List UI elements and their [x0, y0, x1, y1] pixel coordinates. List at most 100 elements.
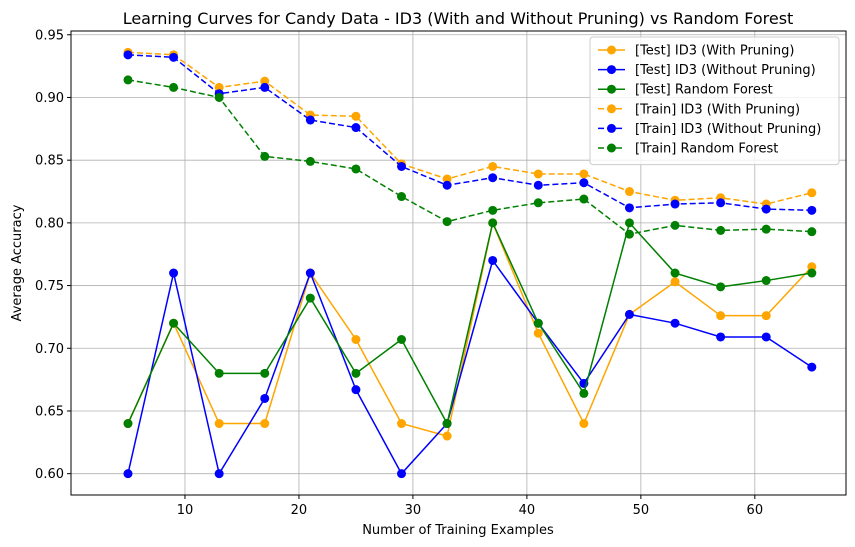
legend-marker: [607, 143, 616, 153]
legend: [Test] ID3 (With Pruning) [Test] ID3 (Wit…: [589, 36, 840, 166]
x-tick-label: 60: [747, 503, 764, 518]
y-axis-label: Average Accuracy: [10, 204, 25, 321]
data-point: [442, 217, 452, 227]
data-point: [624, 309, 634, 319]
data-point: [761, 204, 771, 214]
data-point: [260, 419, 270, 429]
legend-marker: [607, 65, 616, 75]
x-tick-label: 50: [633, 503, 650, 518]
data-point: [579, 388, 589, 398]
data-point: [488, 255, 498, 265]
legend-entry: [Test] ID3 (With Pruning): [598, 44, 794, 59]
data-point: [123, 50, 133, 60]
data-point: [533, 328, 543, 338]
data-point: [624, 218, 634, 228]
data-point: [351, 111, 361, 121]
data-point: [305, 293, 315, 303]
data-point: [716, 198, 726, 208]
series-line: [127, 79, 812, 235]
data-point: [442, 180, 452, 190]
data-point: [716, 225, 726, 235]
data-point: [533, 180, 543, 190]
legend-label: [Test] ID3 (With Pruning): [635, 44, 794, 59]
data-point: [761, 276, 771, 286]
legend-label: [Test] ID3 (Without Pruning): [635, 63, 816, 78]
data-point: [670, 220, 680, 230]
data-point: [442, 174, 452, 184]
data-point: [260, 151, 270, 161]
data-point: [488, 173, 498, 183]
series-3: [123, 218, 817, 429]
series-6: [123, 75, 817, 239]
x-axis-label: Number of Training Examples: [362, 523, 554, 538]
data-point: [807, 205, 817, 215]
data-point: [305, 156, 315, 166]
data-point: [351, 385, 361, 395]
data-point: [716, 311, 726, 321]
data-point: [397, 192, 407, 202]
data-point: [214, 469, 224, 479]
data-point: [670, 318, 680, 328]
data-point: [807, 188, 817, 198]
data-point: [169, 52, 179, 62]
data-point: [807, 227, 817, 237]
legend-box: [589, 36, 840, 166]
plot-frame: [70, 30, 847, 496]
data-point: [624, 203, 634, 213]
data-point: [579, 419, 589, 429]
data-point: [260, 393, 270, 403]
data-point: [761, 332, 771, 342]
data-point: [214, 92, 224, 102]
series-line: [127, 220, 812, 426]
y-tick-label: 0.65: [35, 404, 64, 419]
data-point: [579, 178, 589, 188]
legend-entry: [Train] ID3 (With Pruning): [598, 102, 800, 117]
legend-marker: [607, 104, 616, 114]
data-point: [123, 75, 133, 85]
data-point: [214, 368, 224, 378]
data-point: [397, 334, 407, 344]
legend-marker: [607, 84, 616, 94]
data-point: [670, 268, 680, 278]
y-tick-label: 0.90: [35, 91, 64, 106]
data-point: [670, 199, 680, 209]
data-point: [761, 224, 771, 234]
legend-marker: [607, 123, 616, 133]
series-5: [123, 50, 817, 215]
y-tick-label: 0.85: [35, 154, 64, 169]
legend-label: [Train] ID3 (With Pruning): [635, 102, 800, 117]
data-point: [488, 218, 498, 228]
data-point: [123, 469, 133, 479]
legend-label: [Train] Random Forest: [635, 142, 778, 157]
y-tick-label: 0.75: [35, 279, 64, 294]
data-point: [533, 318, 543, 328]
data-point: [351, 123, 361, 133]
data-point: [579, 169, 589, 179]
ticks: 10 20 30 40 50 60 0.60 0.65 0.70 0.75 0.80 0.85 0.90…: [35, 28, 763, 518]
data-point: [123, 419, 133, 429]
data-point: [442, 419, 452, 429]
data-point: [397, 419, 407, 429]
data-point: [169, 318, 179, 328]
data-point: [351, 334, 361, 344]
data-point: [260, 82, 270, 92]
chart-title: Learning Curves for Candy Data - ID3 (Wi…: [123, 9, 794, 28]
data-point: [351, 164, 361, 174]
series-1: [123, 218, 817, 441]
legend-marker: [607, 45, 616, 55]
y-tick-label: 0.70: [35, 342, 64, 357]
x-tick-label: 10: [177, 503, 194, 518]
data-point: [807, 268, 817, 278]
data-point: [533, 169, 543, 179]
data-point: [807, 262, 817, 272]
legend-entry: [Train] ID3 (Without Pruning): [598, 122, 821, 137]
data-point: [670, 277, 680, 287]
data-point: [761, 311, 771, 321]
series-line: [127, 258, 813, 476]
data-point: [397, 469, 407, 479]
y-tick-label: 0.60: [35, 467, 64, 482]
data-point: [169, 268, 179, 278]
data-point: [533, 198, 543, 208]
series-line: [127, 51, 812, 205]
